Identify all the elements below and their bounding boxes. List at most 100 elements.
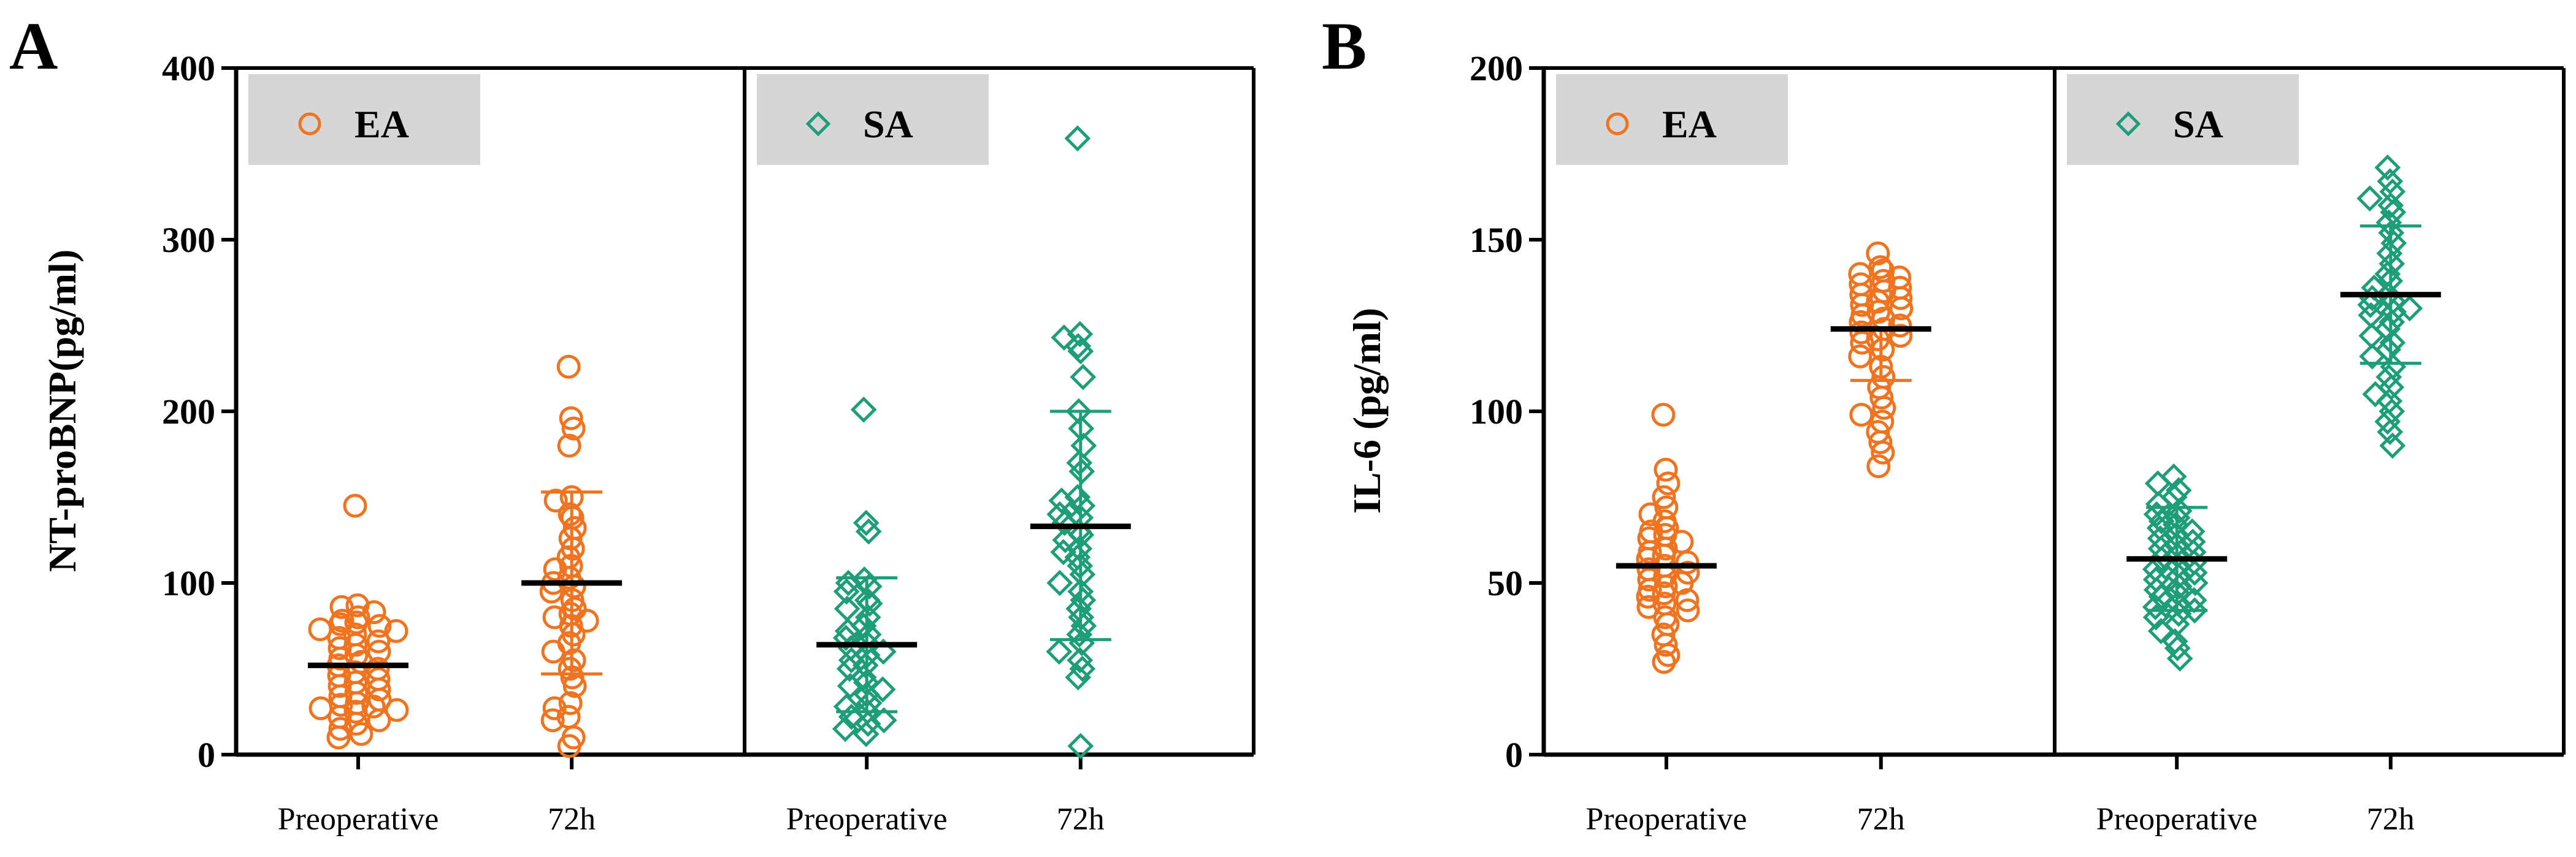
sa-preoperative-point — [2142, 593, 2169, 620]
ea-preoperative-point — [344, 680, 369, 705]
sa-72h-point — [2378, 374, 2405, 401]
legend-label: SA — [863, 102, 913, 146]
ea-72h-point — [558, 502, 582, 527]
sa-72h-point — [1069, 655, 1096, 682]
ea-legend-marker — [298, 112, 321, 135]
ea-72h-point — [559, 406, 583, 430]
sa-72h-point — [2374, 408, 2401, 435]
ea-preoperative-point — [1656, 471, 1681, 496]
sa-preoperative-point — [870, 638, 897, 665]
x-tick-label: 72h — [1057, 802, 1105, 837]
sa-preoperative-point — [2181, 597, 2208, 624]
sa-preoperative-point — [2163, 611, 2190, 638]
chart-b-marks: 0 50 100 150 200 EA Preoperative 72h SA Preoperat… — [1470, 48, 2441, 837]
ea-preoperative-point — [367, 614, 392, 638]
sa-72h-point — [2379, 432, 2406, 459]
y-tick-label: 150 — [1470, 220, 1523, 260]
y-tick-label: 400 — [162, 48, 215, 88]
sa-preoperative-point — [2164, 635, 2191, 661]
ea-preoperative-point — [1652, 650, 1676, 674]
ea-72h-point — [1888, 324, 1913, 348]
sa-preoperative-point — [838, 647, 865, 674]
sa-72h-point — [2377, 192, 2404, 219]
sa-preoperative-point — [832, 625, 859, 651]
ea-72h-point — [1888, 313, 1912, 338]
sa-72h-point — [2379, 329, 2406, 356]
ea-72h-point — [562, 674, 587, 698]
legend-label: SA — [2173, 102, 2223, 146]
sa-preoperative-point — [853, 721, 880, 747]
ea-72h-point — [1866, 454, 1891, 479]
sa-72h-point — [1070, 364, 1097, 390]
sa-72h-point — [1070, 587, 1097, 614]
sa-preoperative-point — [850, 396, 877, 423]
ea-72h-point — [557, 433, 581, 458]
ea-72h-point — [1850, 330, 1874, 355]
sa-preoperative-point — [2142, 604, 2169, 631]
ea-72h-point — [541, 639, 565, 664]
sa-72h-point — [1067, 647, 1094, 674]
sa-72h-point — [2377, 419, 2404, 445]
sa-preoperative-point — [2181, 559, 2208, 586]
sa-legend-marker — [805, 111, 831, 137]
ea-legend-marker — [1606, 112, 1629, 135]
x-tick-label: 72h — [1857, 802, 1905, 837]
sa-preoperative-point — [869, 676, 896, 703]
sa-preoperative-point — [837, 672, 864, 699]
chart-marks: 0 100 200 300 400 EA Preoperative 72h SA Preopera… — [162, 48, 2441, 837]
ea-preoperative-point — [343, 493, 367, 518]
sa-preoperative-point — [2166, 645, 2193, 672]
sa-72h-point — [2356, 185, 2383, 212]
ea-72h-point — [540, 708, 565, 733]
x-tick-label: Preoperative — [2096, 802, 2258, 837]
sa-72h-point — [1066, 621, 1093, 648]
ea-preoperative-point — [384, 619, 408, 643]
ea-72h-point — [1866, 300, 1891, 324]
legend-label: EA — [1662, 102, 1717, 146]
ea-preoperative-point — [329, 595, 354, 619]
sa-preoperative-point — [2148, 584, 2175, 610]
sa-preoperative-point — [870, 707, 897, 734]
sa-legend-marker — [2115, 111, 2141, 137]
sa-preoperative-point — [836, 655, 863, 682]
x-tick-label: Preoperative — [1586, 802, 1747, 837]
sa-72h-point — [1051, 324, 1078, 351]
sa-72h-point — [1067, 321, 1094, 348]
ea-preoperative-point — [367, 639, 391, 664]
sa-preoperative-point — [853, 509, 880, 536]
ea-preoperative-point — [362, 600, 386, 625]
panel-label-a: A — [9, 9, 58, 83]
x-tick-label: 72h — [548, 802, 596, 837]
sa-72h-point — [2357, 292, 2384, 318]
ea-72h-point — [1872, 395, 1896, 420]
sa-72h-point — [1052, 527, 1079, 554]
ea-preoperative-point — [1651, 403, 1676, 427]
ea-72h-point — [575, 609, 599, 633]
ea-preoperative-point — [1676, 598, 1700, 623]
sa-72h-point — [1065, 398, 1092, 425]
ea-72h-point — [1866, 241, 1890, 265]
x-tick-label: Preoperative — [278, 802, 439, 837]
y-tick-label: 100 — [1470, 392, 1523, 432]
sa-72h-point — [2362, 381, 2389, 408]
sa-72h-point — [1064, 125, 1091, 152]
y-axis-title-a: NT-proBNP(pg/ml) — [40, 249, 84, 572]
x-tick-label: Preoperative — [786, 802, 948, 837]
sa-72h-point — [1067, 338, 1094, 365]
sa-72h-point — [1048, 487, 1075, 514]
ea-72h-point — [1849, 403, 1874, 427]
ea-72h-point — [1871, 337, 1895, 362]
sa-preoperative-point — [2166, 573, 2193, 600]
ea-preoperative-point — [1652, 581, 1676, 606]
ea-preoperative-point — [308, 617, 332, 642]
ea-72h-point — [1888, 286, 1913, 310]
ea-72h-point — [543, 489, 568, 513]
sa-72h-point — [1046, 569, 1073, 596]
panel-b: B IL-6 (pg/ml) — [1322, 9, 2566, 757]
sa-preoperative-point — [856, 573, 883, 600]
sa-preoperative-point — [854, 710, 881, 737]
legend-box — [757, 74, 989, 165]
sa-72h-point — [2377, 168, 2404, 195]
ea-72h-point — [1869, 386, 1894, 410]
